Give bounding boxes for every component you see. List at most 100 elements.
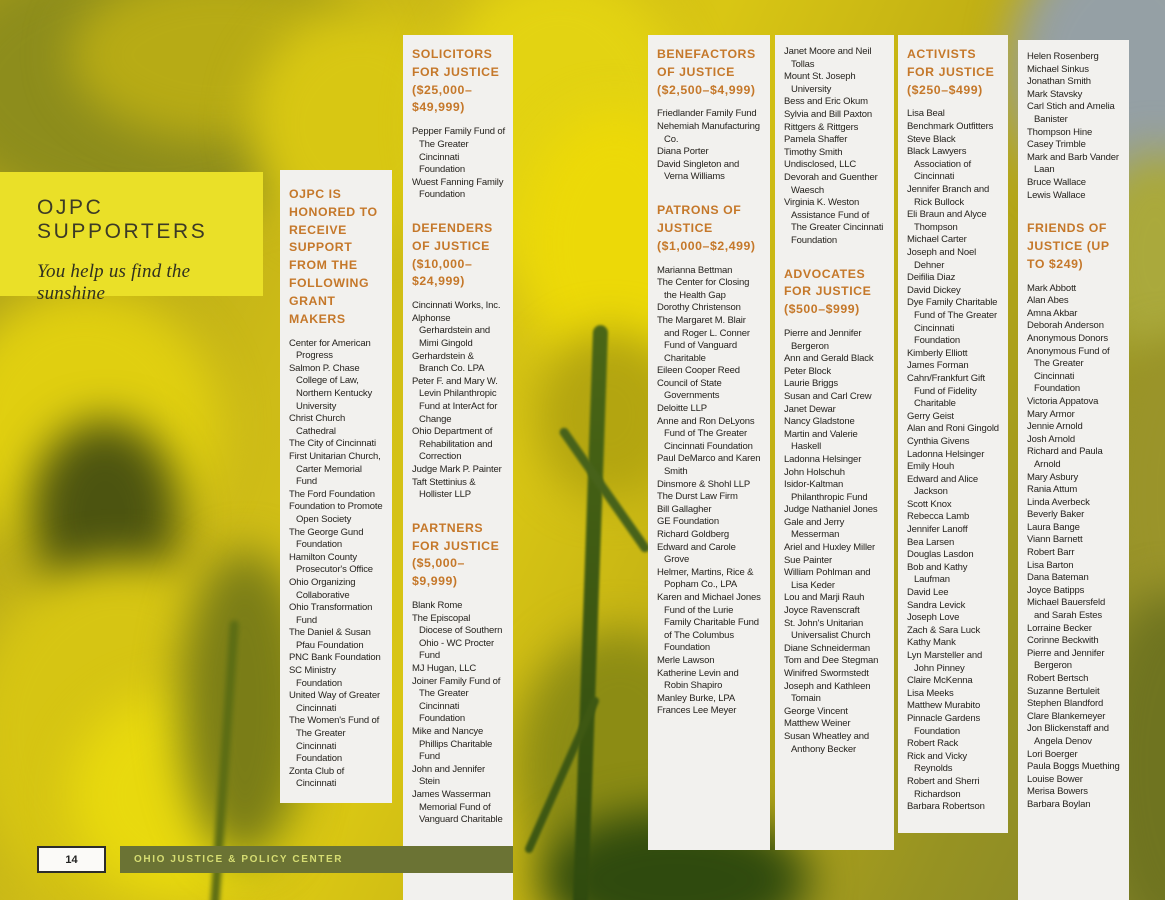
donor-name: Benchmark Outfitters — [907, 121, 994, 133]
donor-name: Edward and Alice Jackson — [907, 473, 979, 498]
column-benefactors-patrons: BENEFACTORS OF JUSTICE ($2,500–$4,999) F… — [648, 35, 770, 850]
donor-name: Lorraine Becker — [1027, 622, 1092, 634]
donor-name: Linda Averbeck — [1027, 496, 1090, 508]
donor-name: Eli Braun and Alyce Thompson — [907, 209, 987, 233]
donor-name: Carl Stich and Amelia Banister — [1027, 101, 1115, 125]
donor-name: Kathy Mank — [907, 637, 956, 649]
donor-name: Victoria Appatova — [1027, 395, 1099, 407]
donor-name: Amna Akbar — [1027, 307, 1078, 319]
donor-name: Merisa Bowers — [1027, 786, 1088, 798]
donor-name: Helen Rosenberg — [1027, 51, 1099, 62]
donor-name: Joyce Batipps — [1027, 584, 1085, 596]
donor-name: Alan and Roni Gingold — [907, 423, 999, 435]
donor-name: The Margaret M. Blair and Roger L. Conne… — [657, 314, 750, 364]
donor-name: Friedlander Family Fund — [657, 108, 757, 120]
donor-name: Sylvia and Bill Paxton — [784, 108, 873, 120]
donor-name: Diane Schneiderman — [784, 642, 871, 654]
donor-name: Joyce Ravenscraft — [784, 605, 860, 617]
donor-name: Undisclosed, LLC — [784, 159, 857, 171]
donor-name: Steve Black — [907, 133, 956, 145]
donor-name: SC Ministry Foundation — [289, 665, 343, 689]
donor-name: Pamela Shaffer — [784, 134, 848, 146]
donor-name: Judge Nathaniel Jones — [784, 504, 878, 516]
donor-name: Michael Sinkus — [1027, 63, 1089, 75]
donor-name: Thompson Hine — [1027, 126, 1093, 138]
donor-name: Foundation to Promote Open Society — [289, 501, 383, 525]
donor-name: Frances Lee Meyer — [657, 705, 737, 717]
title-box: OJPC SUPPORTERS You help us find the sun… — [0, 172, 263, 304]
patrons-list-continued: Janet Moore and Neil Tollas Mount St. Jos… — [784, 46, 886, 248]
donor-name: Lewis Wallace — [1027, 189, 1086, 201]
donor-name: Peter F. and Mary W. Levin Philanthropic… — [412, 375, 498, 425]
donor-name: Rebecca Lamb — [907, 511, 970, 523]
donor-name: Michael Bauersfeld and Sarah Estes — [1027, 597, 1106, 622]
friends-heading: FRIENDS OF JUSTICE (UP TO $249) — [1027, 221, 1110, 271]
donor-name: Matthew Murabito — [907, 700, 981, 712]
donor-name: Rittgers & Rittgers — [784, 121, 859, 133]
donor-name: Cynthia Givens — [907, 435, 970, 447]
grant-makers-heading: OJPC IS HONORED TO RECEIVE SUPPORT FROM … — [289, 187, 378, 326]
donor-name: Jennifer Lanoff — [907, 524, 968, 536]
activists-list: Lisa Beal Benchmark Outfitters Steve Black… — [907, 108, 1000, 813]
donor-name: Mark and Barb Vander Laan — [1027, 151, 1119, 176]
donor-name: Robert Rack — [907, 738, 959, 750]
donor-name: Deifilia Diaz — [907, 272, 956, 284]
donor-name: Janet Dewar — [784, 403, 836, 415]
column-activists-continued-friends: Helen Rosenberg Michael Sinkus Jonathan Sm… — [1018, 40, 1129, 900]
donor-name: United Way of Greater Cincinnati — [289, 690, 381, 714]
donor-name: Richard and Paula Arnold — [1027, 446, 1103, 470]
donor-name: John Holschuh — [784, 466, 845, 478]
donor-name: Alphonse Gerhardstein and Mimi Gingold — [412, 312, 491, 349]
donor-name: Josh Arnold — [1027, 433, 1075, 445]
donor-name: Stephen Blandford — [1027, 698, 1104, 710]
donor-name: Winifred Swormstedt — [784, 668, 869, 680]
donor-name: Ladonna Helsinger — [784, 453, 862, 465]
donor-name: Jennifer Branch and Rick Bullock — [907, 184, 990, 208]
donor-name: Merle Lawson — [657, 654, 715, 666]
donor-name: PNC Bank Foundation — [289, 652, 381, 664]
patrons-list: Marianna Bettman The Center for Closing t… — [657, 265, 762, 718]
donor-name: Manley Burke, LPA — [657, 692, 736, 704]
donor-name: Paul DeMarco and Karen Smith — [657, 453, 761, 478]
donor-name: Karen and Michael Jones Fund of the Luri… — [657, 591, 761, 654]
donor-name: Robert and Sherri Richardson — [907, 775, 980, 800]
donor-name: Douglas Lasdon — [907, 549, 974, 561]
donor-name: Ohio Transformation Fund — [289, 602, 373, 626]
donor-name: David Dickey — [907, 284, 961, 296]
donor-name: Jon Blickenstaff and Angela Denov — [1027, 723, 1109, 747]
advocates-heading: ADVOCATES FOR JUSTICE ($500–$999) — [784, 266, 872, 317]
column-activists: ACTIVISTS FOR JUSTICE ($250–$499) Lisa B… — [898, 35, 1008, 833]
donor-name: Gale and Jerry Messerman — [784, 516, 845, 541]
donor-name: David Lee — [907, 587, 949, 599]
donor-name: Sue Painter — [784, 554, 832, 566]
column-patrons-continued-advocates: Janet Moore and Neil Tollas Mount St. Jos… — [775, 35, 894, 850]
donor-name: Dorothy Christenson — [657, 302, 741, 314]
donor-name: Bess and Eric Okum — [784, 96, 868, 108]
donor-name: Nehemiah Manufacturing Co. — [657, 121, 760, 145]
donor-name: Anonymous Donors — [1027, 332, 1109, 344]
activists-list-continued: Helen Rosenberg Michael Sinkus Jonathan Sm… — [1027, 51, 1121, 202]
donor-name: Devorah and Guenther Waesch — [784, 171, 878, 196]
donor-name: The Women's Fund of The Greater Cincinna… — [289, 715, 380, 765]
donor-name: Bob and Kathy Laufman — [907, 561, 968, 586]
donor-name: The Center for Closing the Health Gap — [657, 277, 750, 301]
donor-name: James Forman — [907, 360, 969, 372]
donor-name: James Wasserman Memorial Fund of Vanguar… — [412, 788, 503, 826]
donor-name: Katherine Levin and Robin Shapiro — [657, 667, 739, 692]
donor-name: Richard Goldberg — [657, 529, 730, 540]
benefactors-list: Friedlander Family Fund Nehemiah Manufact… — [657, 108, 762, 184]
donor-name: Timothy Smith — [784, 146, 843, 158]
donor-name: Ariel and Huxley Miller — [784, 542, 876, 554]
donor-name: GE Foundation — [657, 516, 719, 528]
donor-name: Ladonna Helsinger — [907, 448, 985, 460]
donor-name: Virginia K. Weston Assistance Fund of Th… — [784, 197, 884, 246]
donor-name: Casey Trimble — [1027, 139, 1086, 151]
page-title: OJPC SUPPORTERS — [37, 196, 208, 243]
donor-name: Suzanne Bertuleit — [1027, 685, 1100, 697]
donor-name: Eileen Cooper Reed — [657, 365, 740, 377]
donor-name: Paula Boggs Muething — [1027, 761, 1120, 773]
donor-name: Sandra Levick — [907, 599, 966, 611]
page-number-box: 14 — [37, 846, 106, 873]
donor-name: David Singleton and Verna Williams — [657, 158, 740, 183]
donor-name: Louise Bower — [1027, 773, 1083, 785]
